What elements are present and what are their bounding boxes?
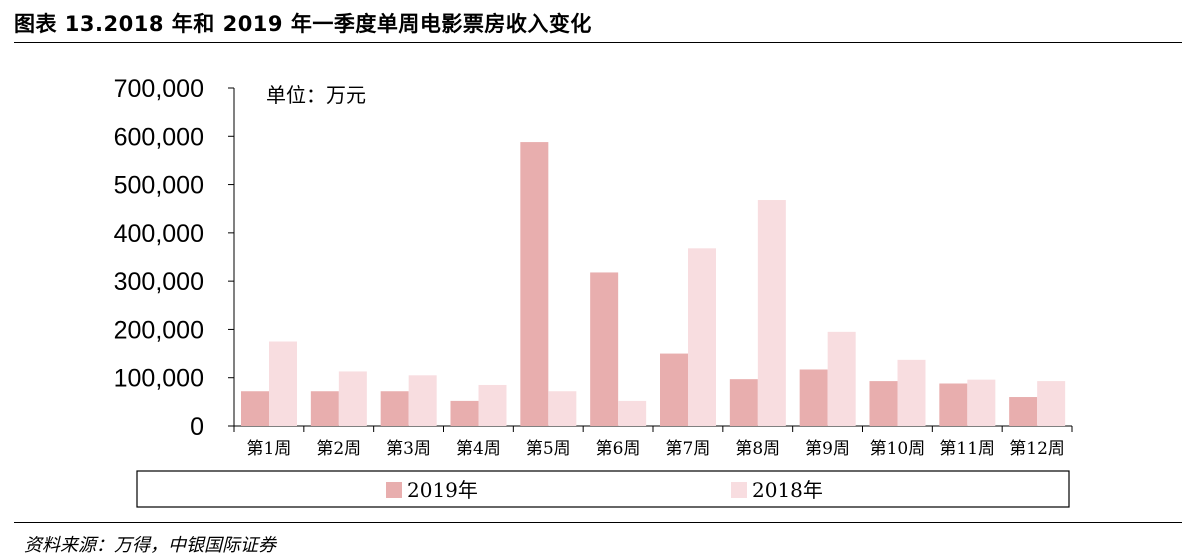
x-tick-label: 第6周 [596,439,641,459]
bar-2019年 [241,391,269,426]
bar-2019年 [1009,397,1038,426]
title-rule [14,42,1182,43]
bar-2019年 [869,381,898,426]
bar-2019年 [660,353,688,426]
legend: 2019年 2018年 [136,470,1070,508]
source-rule [14,522,1182,523]
bar-2019年 [450,400,479,426]
bar-2019年 [380,391,409,426]
bar-2019年 [939,383,968,426]
bar-2018年 [897,359,926,426]
bar-2019年 [590,272,619,426]
bar-2018年 [827,331,856,426]
x-tick-label: 第11周 [939,439,995,459]
bar-2018年 [548,391,577,426]
bar-2019年 [520,142,549,426]
x-tick-label: 第8周 [735,439,780,459]
x-tick-label: 第10周 [870,439,926,459]
legend-label: 2018年 [752,478,823,502]
source-note: 资料来源：万得，中银国际证券 [24,535,276,556]
x-tick-label: 第5周 [526,439,571,459]
bar-2018年 [269,341,297,426]
x-tick-label: 第2周 [316,439,361,459]
legend-label: 2019年 [407,478,478,502]
y-tick-label: 500,000 [114,172,204,200]
bar-2019年 [799,369,828,426]
figure-title: 图表 13.2018 年和 2019 年一季度单周电影票房收入变化 [14,12,592,36]
y-tick-label: 400,000 [114,220,204,248]
x-axis: 第1周 第2周 第3周 第4周 第5周 第6周 第7周 第8周 第9周 第10周 第11周 第12周 [233,425,1073,459]
legend-swatch-2019年 [386,482,402,498]
y-tick-label: 0 [190,413,204,441]
bar-2018年 [338,371,367,426]
bar-2019年 [310,391,339,426]
x-tick-label: 第1周 [247,439,292,459]
y-axis: 0 100,000 200,000 300,000 400,000 500,000 600,… [114,75,235,441]
x-tick-label: 第3周 [386,439,431,459]
x-tick-label: 第12周 [1009,439,1065,459]
x-tick-label: 第9周 [805,439,850,459]
y-tick-label: 200,000 [114,316,204,344]
x-tick-label: 第4周 [456,439,501,459]
bar-2018年 [757,200,786,426]
legend-swatch-2018年 [731,482,747,498]
y-tick-label: 300,000 [114,268,204,296]
bar-2018年 [408,375,437,426]
x-tick-label: 第7周 [666,439,711,459]
bar-2018年 [478,384,507,426]
bar-2018年 [618,400,647,426]
bar-2019年 [729,379,758,426]
y-tick-label: 600,000 [114,123,204,151]
y-tick-label: 700,000 [114,75,204,103]
bar-2018年 [967,379,996,426]
bar-2018年 [688,248,716,426]
bars [241,142,1066,426]
legend-box [136,470,1070,508]
y-tick-label: 100,000 [114,365,204,393]
unit-label: 单位：万元 [266,83,366,107]
bar-2018年 [1037,381,1066,426]
